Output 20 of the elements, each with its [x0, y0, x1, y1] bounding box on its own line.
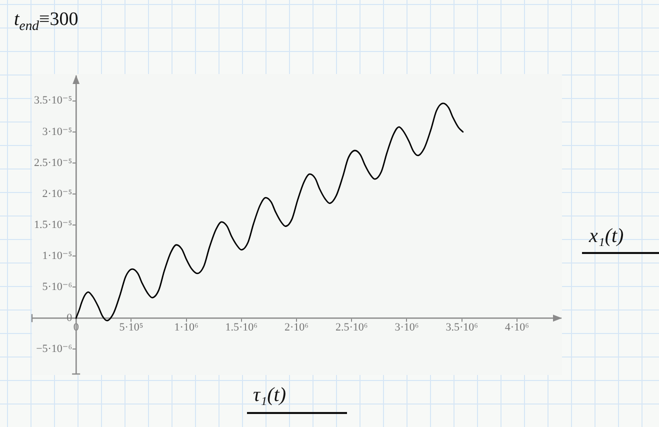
y-tick-label: 3.5·10⁻⁵	[34, 94, 72, 107]
x-tick-label: 3·10⁶	[394, 322, 419, 334]
x-tick-label: 3.5·10⁶	[446, 322, 478, 334]
y-tick-label: 1·10⁻⁵	[42, 250, 72, 262]
x-tick-label: 2.5·10⁶	[335, 322, 368, 334]
y-tick-label: −5·10⁻⁶	[36, 343, 72, 356]
text: t$_{end}$≡300	[14, 8, 78, 35]
y-tick-label: 1.5·10⁻⁵	[34, 218, 72, 231]
y-axis-title: x₁(t)	[589, 224, 624, 248]
y-tick-label: 2·10⁻⁵	[42, 188, 72, 200]
y-tick-label: 2.5·10⁻⁵	[34, 156, 72, 169]
x-tick-label: 1.5·10⁶	[225, 322, 258, 334]
x-axis-title: τ₁(t)	[253, 383, 286, 407]
y-tick-label: 3·10⁻⁵	[42, 126, 72, 138]
x-tick-label: 1·10⁶	[174, 322, 198, 334]
y-tick-label: 5·10⁻⁶	[42, 280, 72, 293]
x-tick-label: 5·10⁵	[119, 322, 144, 334]
x-tick-label: 2·10⁶	[284, 322, 309, 334]
line-series	[75, 102, 464, 322]
x-tick-label: 4·10⁶	[504, 322, 530, 334]
